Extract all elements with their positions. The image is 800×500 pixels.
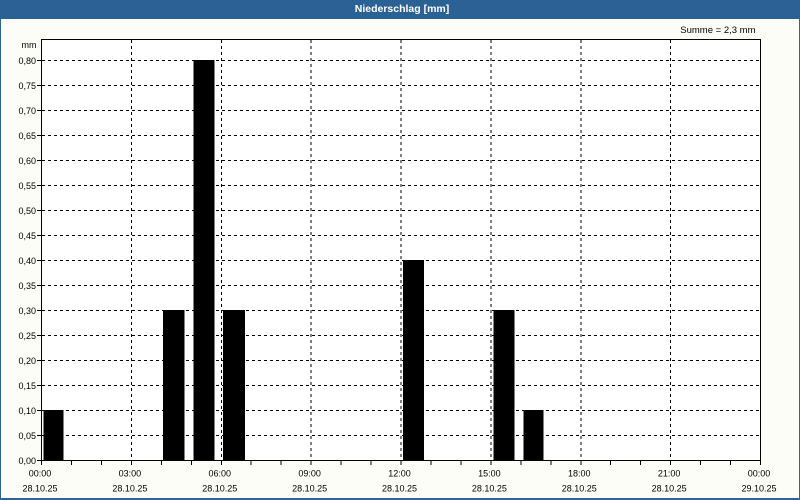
- svg-text:0,80: 0,80: [18, 56, 36, 66]
- svg-text:28.10.25: 28.10.25: [22, 484, 57, 494]
- svg-text:0,00: 0,00: [18, 456, 36, 466]
- svg-text:0,75: 0,75: [18, 81, 36, 91]
- svg-text:0,40: 0,40: [18, 256, 36, 266]
- svg-text:15:00: 15:00: [478, 469, 501, 479]
- svg-text:28.10.25: 28.10.25: [292, 484, 327, 494]
- svg-text:18:00: 18:00: [568, 469, 591, 479]
- svg-text:Niederschlag [mm]: Niederschlag [mm]: [355, 3, 450, 15]
- svg-text:28.10.25: 28.10.25: [562, 484, 597, 494]
- svg-text:28.10.25: 28.10.25: [112, 484, 147, 494]
- svg-text:28.10.25: 28.10.25: [652, 484, 687, 494]
- svg-text:28.10.25: 28.10.25: [382, 484, 417, 494]
- svg-text:0,15: 0,15: [18, 381, 36, 391]
- svg-text:00:00: 00:00: [29, 469, 52, 479]
- svg-text:0,10: 0,10: [18, 406, 36, 416]
- svg-text:0,55: 0,55: [18, 181, 36, 191]
- svg-text:12:00: 12:00: [388, 469, 411, 479]
- svg-text:0,05: 0,05: [18, 431, 36, 441]
- svg-text:0,45: 0,45: [18, 231, 36, 241]
- svg-text:0,65: 0,65: [18, 131, 36, 141]
- svg-text:28.10.25: 28.10.25: [202, 484, 237, 494]
- svg-text:mm: mm: [22, 40, 37, 50]
- svg-text:0,20: 0,20: [18, 356, 36, 366]
- svg-text:28.10.25: 28.10.25: [472, 484, 507, 494]
- svg-text:0,30: 0,30: [18, 306, 36, 316]
- svg-text:00:00: 00:00: [748, 469, 771, 479]
- svg-text:0,70: 0,70: [18, 106, 36, 116]
- svg-text:29.10.25: 29.10.25: [741, 484, 776, 494]
- svg-text:03:00: 03:00: [119, 469, 142, 479]
- svg-text:0,25: 0,25: [18, 331, 36, 341]
- svg-text:Summe = 2,3 mm: Summe = 2,3 mm: [680, 25, 755, 36]
- svg-text:06:00: 06:00: [208, 469, 231, 479]
- svg-text:0,60: 0,60: [18, 156, 36, 166]
- svg-text:0,35: 0,35: [18, 281, 36, 291]
- svg-text:21:00: 21:00: [658, 469, 681, 479]
- svg-text:0,50: 0,50: [18, 206, 36, 216]
- svg-text:09:00: 09:00: [298, 469, 321, 479]
